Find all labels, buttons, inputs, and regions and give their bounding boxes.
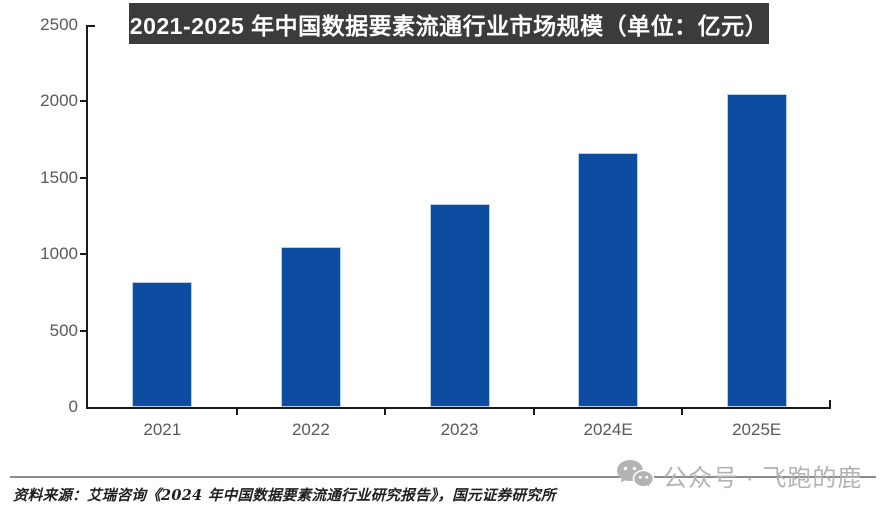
y-axis-top-cap [88,25,95,27]
x-axis-tick [532,409,535,415]
y-axis-tick [80,329,86,332]
y-axis-tick [80,100,86,103]
footer-divider-line [10,476,876,478]
bar-2023 [429,203,490,407]
x-axis-label-2025E: 2025E [732,420,782,439]
watermark-label: 公众号 · 飞跑的鹿 [663,464,863,492]
y-axis-tick-label: 500 [49,320,78,340]
y-axis-tick-label: 2000 [40,91,78,111]
bar-2025E [726,93,787,407]
x-axis-tick [681,409,684,415]
y-axis-tick [80,176,86,179]
bar-2022 [280,246,341,407]
bar-2021 [132,281,193,407]
chart-title-banner: 2021-2025 年中国数据要素流通行业市场规模（单位：亿元） [129,3,769,44]
x-axis-right-cap [829,400,831,407]
bar-2024E [578,153,639,407]
source-note: 资料来源：艾瑞咨询《2024 年中国数据要素流通行业研究报告》，国元证券研究所 [13,487,556,504]
x-axis-label-2023: 2023 [440,420,479,439]
y-axis-tick [80,253,86,256]
x-axis-line [86,407,831,409]
y-axis-tick-label: 1500 [40,167,78,187]
watermark: 公众号 · 飞跑的鹿 [616,454,862,496]
x-axis-tick [235,409,238,415]
wechat-icon [616,458,654,492]
x-axis-label-2022: 2022 [291,420,330,439]
x-axis-tick [384,409,387,415]
chart-title: 2021-2025 年中国数据要素流通行业市场规模（单位：亿元） [129,12,769,39]
x-axis-label-2024E: 2024E [583,420,633,439]
y-axis-tick-label: 1000 [40,244,78,264]
y-axis-tick-label: 2500 [40,15,78,34]
x-axis-label-2021: 2021 [143,420,182,439]
y-axis-line [86,25,88,409]
y-axis-tick-label: 0 [68,397,78,416]
